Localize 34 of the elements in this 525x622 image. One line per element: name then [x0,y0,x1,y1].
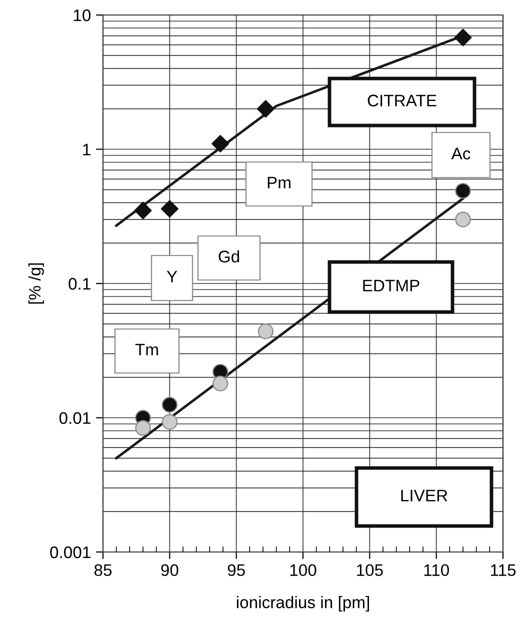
point [455,212,471,228]
point [162,396,178,413]
point [162,414,178,430]
annotation: Ac [451,148,470,160]
point [134,202,152,220]
x-tick-label: 110 [424,564,449,576]
annotation: EDTMP [363,280,420,292]
annotation: Y [166,270,178,282]
annotation: CITRATE [368,94,436,106]
x-tick-label: 85 [94,564,112,576]
x-tick-label: 95 [228,564,245,576]
point [455,183,471,199]
y-axis-title: [% /g] [28,263,44,304]
x-tick-label: 90 [161,564,178,576]
annotation: LIVER [401,490,448,502]
annotation: Tm [135,344,158,356]
y-tick-label: 0.1 [68,278,90,290]
y-tick-label: 0.01 [59,412,90,424]
point [135,420,151,436]
point [212,134,230,152]
x-tick-label: 105 [357,564,383,576]
point [454,28,472,46]
annotation: Pm [268,176,290,188]
x-axis-title: ionicradius in [pm] [236,596,369,612]
y-tick-label: 0.001 [50,546,90,558]
x-tick-label: 100 [290,564,316,576]
point [256,100,274,118]
y-tick-label: 1 [83,144,90,156]
point [258,324,274,340]
annotation: Gd [218,250,240,262]
point [160,200,178,218]
y-tick-label: 10 [74,9,91,22]
x-tick-label: 115 [490,564,516,576]
point [212,376,228,392]
